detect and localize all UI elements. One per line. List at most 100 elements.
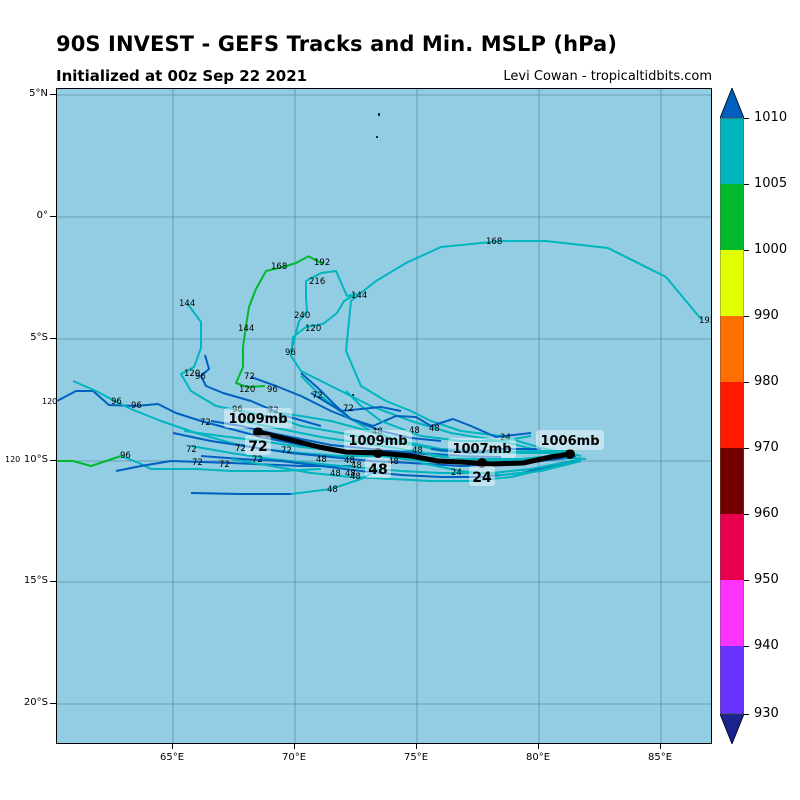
svg-text:96: 96 (267, 385, 278, 395)
colorbar-label: 960 (754, 506, 779, 521)
colorbar-over-arrow (719, 86, 745, 119)
svg-text:48: 48 (388, 457, 399, 467)
ensemble-tracks (57, 240, 702, 495)
lat-tick-label: 5°S (30, 332, 48, 343)
tick-mark (744, 250, 749, 251)
tick-mark (50, 703, 56, 704)
svg-text:1007mb: 1007mb (452, 442, 511, 457)
colorbar-label: 930 (754, 706, 779, 721)
svg-text:48: 48 (345, 469, 356, 479)
lat-tick-label: 10°S (23, 454, 48, 465)
colorbar-label: 990 (754, 308, 779, 323)
mean-track-points (253, 427, 575, 468)
svg-text:48: 48 (368, 462, 387, 478)
mean-track (257, 429, 571, 467)
svg-text:48: 48 (344, 456, 355, 466)
svg-text:48: 48 (316, 455, 327, 465)
svg-text:168: 168 (271, 262, 287, 272)
svg-text:120: 120 (239, 385, 255, 395)
svg-text:48: 48 (327, 485, 338, 495)
islands (352, 113, 380, 396)
svg-text:48: 48 (409, 426, 420, 436)
colorbar-label: 1005 (754, 176, 788, 191)
svg-text:240: 240 (294, 311, 310, 321)
svg-text:72: 72 (219, 460, 230, 470)
colorbar-label: 950 (754, 572, 779, 587)
colorbar-under-arrow (719, 713, 745, 746)
svg-text:1009mb: 1009mb (228, 412, 287, 427)
svg-text:96: 96 (195, 372, 206, 382)
svg-text:72: 72 (248, 439, 267, 455)
tick-mark (660, 744, 661, 749)
svg-text:120: 120 (184, 369, 200, 379)
credit: Levi Cowan - tropicaltidbits.com (503, 69, 712, 84)
lat-tick-label: 20°S (23, 697, 48, 708)
svg-text:72: 72 (343, 404, 354, 414)
tick-mark (744, 646, 749, 647)
mean-mslp-labels: 1006mb 1007mb 1009mb 1009mb 24 48 72 (224, 408, 604, 486)
tick-mark (172, 744, 173, 749)
colorbar-label: 1000 (754, 242, 788, 257)
svg-text:1006mb: 1006mb (540, 434, 599, 449)
tick-mark (50, 94, 56, 95)
svg-text:72: 72 (244, 372, 255, 382)
svg-text:48: 48 (350, 472, 361, 482)
svg-text:72: 72 (235, 444, 246, 454)
svg-text:24: 24 (500, 433, 511, 443)
svg-text:96: 96 (131, 401, 142, 411)
lat-tick-label: 5°N (29, 88, 48, 99)
svg-text:216: 216 (309, 277, 325, 287)
svg-text:144: 144 (179, 299, 195, 309)
svg-text:72: 72 (312, 391, 323, 401)
svg-text:96: 96 (120, 451, 131, 461)
tick-mark (744, 514, 749, 515)
svg-text:72: 72 (268, 406, 279, 416)
forecast-hour-labels: 168 192 144 168 192 216 240 120 144 144 … (111, 237, 712, 495)
tick-mark (744, 316, 749, 317)
tick-mark (744, 714, 749, 715)
lat-tick-label: 15°S (23, 575, 48, 586)
lon-tick-label: 80°E (525, 752, 551, 763)
tick-mark (744, 184, 749, 185)
svg-text:96: 96 (232, 405, 243, 415)
colorbar (719, 86, 745, 746)
lon-tick-label: 70°E (281, 752, 307, 763)
tick-mark (744, 118, 749, 119)
chart-title: 90S INVEST - GEFS Tracks and Min. MSLP (… (56, 32, 618, 56)
tick-mark (50, 338, 56, 339)
edge-hour-label: 120 (5, 455, 21, 464)
lon-tick-label: 85°E (647, 752, 673, 763)
svg-text:48: 48 (429, 424, 440, 434)
svg-text:144: 144 (351, 291, 367, 301)
colorbar-label: 980 (754, 374, 779, 389)
svg-text:192: 192 (699, 316, 712, 326)
tick-mark (50, 581, 56, 582)
tick-mark (744, 580, 749, 581)
svg-text:48: 48 (330, 469, 341, 479)
svg-text:192: 192 (314, 258, 330, 268)
tick-mark (538, 744, 539, 749)
svg-text:72: 72 (281, 446, 292, 456)
svg-text:72: 72 (200, 418, 211, 428)
tick-mark (50, 216, 56, 217)
edge-hour-label: 120 (42, 397, 58, 406)
lon-tick-label: 65°E (159, 752, 185, 763)
svg-text:24: 24 (472, 470, 492, 486)
map-canvas: 168 192 144 168 192 216 240 120 144 144 … (57, 89, 712, 743)
map-panel[interactable]: 168 192 144 168 192 216 240 120 144 144 … (56, 88, 712, 744)
svg-text:24: 24 (451, 468, 462, 478)
svg-text:168: 168 (486, 237, 502, 247)
tick-mark (744, 382, 749, 383)
svg-text:72: 72 (186, 445, 197, 455)
tick-mark (744, 448, 749, 449)
colorbar-label: 970 (754, 440, 779, 455)
tick-mark (50, 460, 56, 461)
colorbar-label: 1010 (754, 110, 788, 125)
svg-text:48: 48 (351, 461, 362, 471)
svg-text:48: 48 (372, 427, 383, 437)
colorbar-label: 940 (754, 638, 779, 653)
tick-mark (416, 744, 417, 749)
svg-text:72: 72 (192, 458, 203, 468)
lon-tick-label: 75°E (403, 752, 429, 763)
init-time: Initialized at 00z Sep 22 2021 (56, 67, 308, 85)
